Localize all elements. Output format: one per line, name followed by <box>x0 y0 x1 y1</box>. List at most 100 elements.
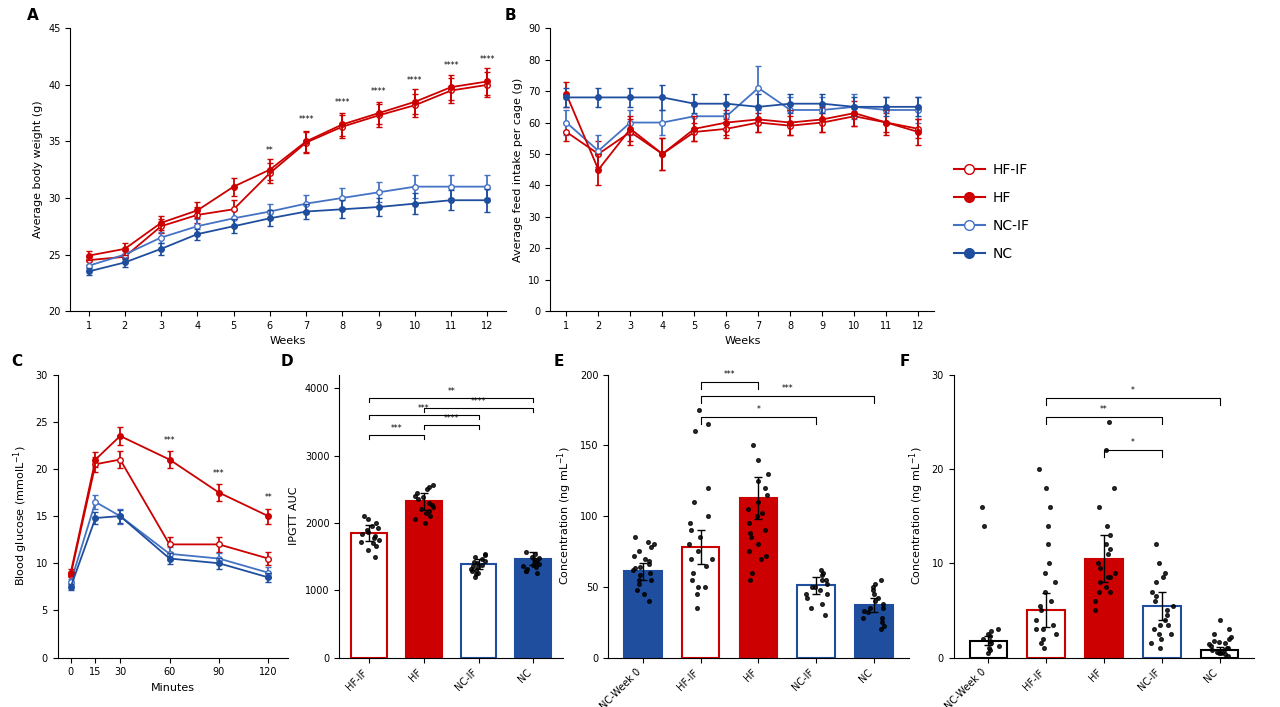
Point <box>988 624 1009 635</box>
Point <box>1201 641 1221 652</box>
Bar <box>969 641 1007 658</box>
Text: ****: **** <box>298 115 314 124</box>
Point <box>868 592 888 604</box>
Bar <box>1201 650 1239 658</box>
Point <box>413 491 434 503</box>
Point <box>1208 637 1229 648</box>
Point <box>1027 624 1047 635</box>
Point <box>814 609 835 621</box>
Point <box>516 547 536 558</box>
Point <box>1044 576 1065 588</box>
Text: ****: **** <box>443 414 460 423</box>
Point <box>356 525 376 536</box>
Point <box>1219 633 1239 644</box>
Text: E: E <box>554 354 564 369</box>
Point <box>681 574 701 585</box>
Point <box>751 508 772 519</box>
Point <box>525 554 545 565</box>
Point <box>740 574 760 585</box>
Point <box>465 556 485 568</box>
Point <box>639 559 659 570</box>
Point <box>623 550 644 561</box>
Legend: HF-IF, HF, NC-IF, NC: HF-IF, HF, NC-IF, NC <box>954 163 1030 261</box>
Point <box>1103 482 1124 493</box>
Bar <box>1028 610 1065 658</box>
Point <box>979 644 1000 655</box>
Bar <box>406 501 442 658</box>
Text: **: ** <box>1100 405 1108 414</box>
Point <box>461 563 481 575</box>
Point <box>630 570 650 581</box>
Point <box>979 635 1000 646</box>
Point <box>1096 445 1116 456</box>
Point <box>1149 643 1170 654</box>
Text: D: D <box>282 354 293 369</box>
Point <box>419 505 439 516</box>
Point <box>978 643 998 654</box>
Point <box>522 551 543 562</box>
Bar <box>855 605 893 658</box>
Point <box>748 539 768 550</box>
Text: ****: **** <box>471 397 486 407</box>
Point <box>1096 539 1116 550</box>
Point <box>1146 595 1166 607</box>
Point <box>1089 562 1110 573</box>
Point <box>467 558 488 569</box>
Point <box>625 532 645 543</box>
Point <box>353 510 374 522</box>
Point <box>748 454 768 465</box>
Point <box>1025 614 1046 626</box>
Point <box>1096 581 1116 592</box>
Point <box>685 426 705 437</box>
Text: **: ** <box>447 387 456 396</box>
Point <box>1098 572 1119 583</box>
Point <box>980 638 1001 649</box>
Point <box>1030 638 1051 649</box>
Point <box>362 520 383 531</box>
Bar <box>740 498 777 658</box>
Point <box>419 497 439 508</box>
Point <box>1143 624 1164 635</box>
Point <box>748 496 768 508</box>
Point <box>742 440 763 451</box>
Point <box>358 544 379 556</box>
Point <box>812 598 832 609</box>
Point <box>973 501 993 513</box>
Point <box>641 542 662 553</box>
Text: B: B <box>504 8 516 23</box>
Y-axis label: Average feed intake per cage (g): Average feed intake per cage (g) <box>513 78 522 262</box>
Text: ****: **** <box>371 87 387 96</box>
Point <box>419 481 439 493</box>
Point <box>810 584 831 595</box>
Point <box>874 621 895 632</box>
Point <box>1140 638 1161 649</box>
Text: F: F <box>900 354 910 369</box>
Point <box>637 536 658 547</box>
Point <box>404 490 425 501</box>
Point <box>681 525 701 536</box>
Point <box>625 563 645 574</box>
Text: C: C <box>12 354 23 369</box>
Point <box>640 567 660 578</box>
Point <box>687 581 708 592</box>
Point <box>1038 539 1059 550</box>
Point <box>1157 609 1178 621</box>
Point <box>1156 604 1176 616</box>
Text: ****: **** <box>407 76 422 85</box>
Point <box>1217 643 1238 654</box>
Point <box>644 539 664 550</box>
Point <box>804 581 824 592</box>
Point <box>754 482 774 493</box>
Text: *: * <box>756 405 760 414</box>
Point <box>1100 530 1120 541</box>
Point <box>817 574 837 585</box>
Point <box>522 559 543 571</box>
Point <box>415 518 435 529</box>
Point <box>870 624 891 635</box>
Point <box>628 578 649 590</box>
Point <box>1046 629 1066 640</box>
Bar <box>352 533 387 658</box>
Point <box>1088 558 1108 569</box>
X-axis label: Minutes: Minutes <box>151 683 195 693</box>
Point <box>1034 586 1055 597</box>
